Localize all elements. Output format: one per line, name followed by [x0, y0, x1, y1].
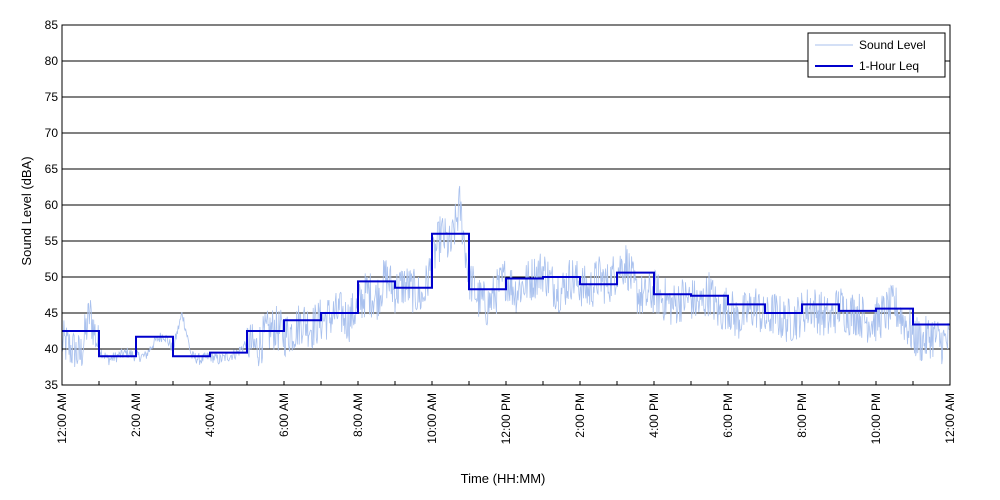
xtick-label-5: 10:00 AM — [425, 393, 439, 444]
ytick-label-50: 50 — [45, 270, 59, 284]
ytick-label-85: 85 — [45, 18, 59, 32]
xtick-label-0: 12:00 AM — [55, 393, 69, 444]
y-axis-label: Sound Level (dBA) — [19, 156, 34, 265]
ytick-label-65: 65 — [45, 162, 59, 176]
series-1-hour-leq — [62, 232, 950, 358]
xtick-label-3: 6:00 AM — [277, 393, 291, 437]
ytick-label-55: 55 — [45, 234, 59, 248]
xtick-label-2: 4:00 AM — [203, 393, 217, 437]
ytick-label-60: 60 — [45, 198, 59, 212]
legend-label-1-hour-leq: 1-Hour Leq — [859, 59, 919, 73]
xtick-label-1: 2:00 AM — [129, 393, 143, 437]
y-axis-ticks: 35 40 45 50 55 60 65 70 75 80 85 — [45, 18, 66, 392]
ytick-label-45: 45 — [45, 306, 59, 320]
ytick-label-35: 35 — [45, 378, 59, 392]
xtick-label-6: 12:00 PM — [499, 393, 513, 444]
xtick-label-12: 12:00 AM — [943, 393, 957, 444]
xtick-label-8: 4:00 PM — [647, 393, 661, 438]
ytick-label-75: 75 — [45, 90, 59, 104]
ytick-label-80: 80 — [45, 54, 59, 68]
xtick-label-9: 6:00 PM — [721, 393, 735, 438]
legend-box — [807, 32, 946, 78]
ytick-label-70: 70 — [45, 126, 59, 140]
xtick-label-7: 2:00 PM — [573, 393, 587, 438]
x-axis-ticks: 12:00 AM 2:00 AM 4:00 AM 6:00 AM 8:00 AM 10:0… — [55, 381, 957, 444]
legend-label-sound-level: Sound Level — [859, 38, 926, 52]
xtick-label-10: 8:00 PM — [795, 393, 809, 438]
legend: Sound Level 1-Hour Leq — [807, 32, 946, 78]
x-axis-label: Time (HH:MM) — [461, 471, 546, 486]
ytick-label-40: 40 — [45, 342, 59, 356]
xtick-label-4: 8:00 AM — [351, 393, 365, 437]
gridlines — [62, 60, 950, 350]
series-layer — [61, 185, 951, 368]
xtick-label-11: 10:00 PM — [869, 393, 883, 444]
